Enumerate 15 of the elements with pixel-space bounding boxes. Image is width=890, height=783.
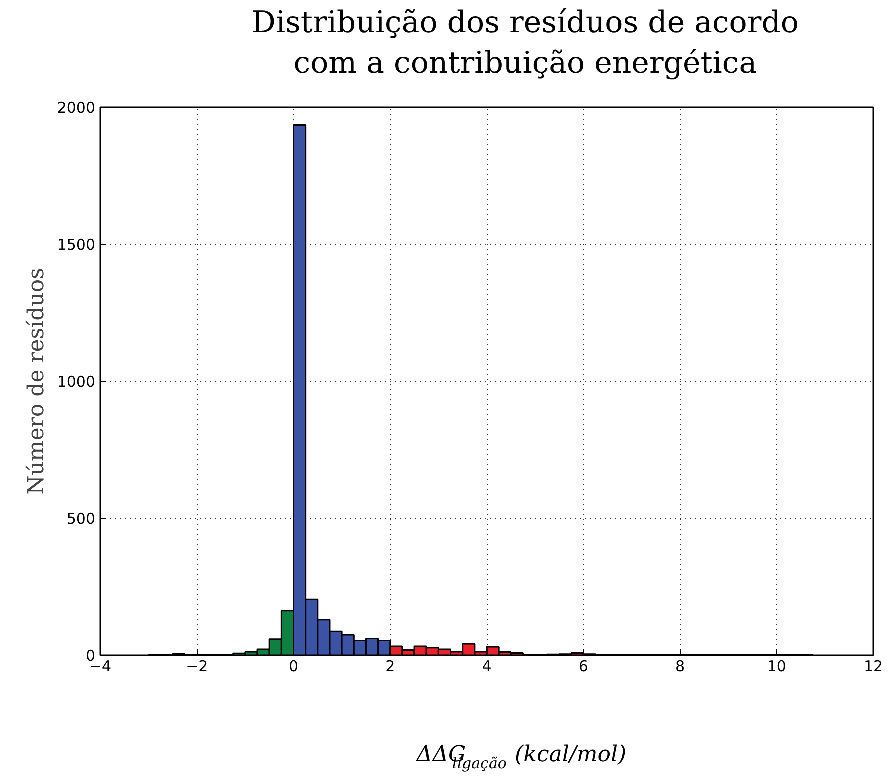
x-tick-label: 0 [288, 658, 299, 676]
y-tick-label: 500 [66, 510, 96, 528]
x-tick-label: 12 [864, 658, 884, 676]
x-tick-label: 4 [482, 658, 492, 676]
x-tick-label: 8 [675, 658, 686, 676]
x-tick-label: 2 [386, 658, 396, 676]
x-tick-label: −2 [186, 658, 208, 676]
y-axis-title: Número de resíduos [24, 268, 50, 495]
x-axis-title: ΔΔGligação (kcal/mol) [416, 742, 627, 772]
y-tick-label: 2000 [57, 99, 96, 117]
y-tick-label: 1000 [57, 373, 96, 391]
x-tick-label: 10 [767, 658, 786, 676]
x-tick-label: 6 [578, 658, 588, 676]
chart-title: Distribuição dos resíduos de acordo com a contribuição energética [252, 6, 799, 81]
y-tick-label: 1500 [57, 236, 96, 254]
